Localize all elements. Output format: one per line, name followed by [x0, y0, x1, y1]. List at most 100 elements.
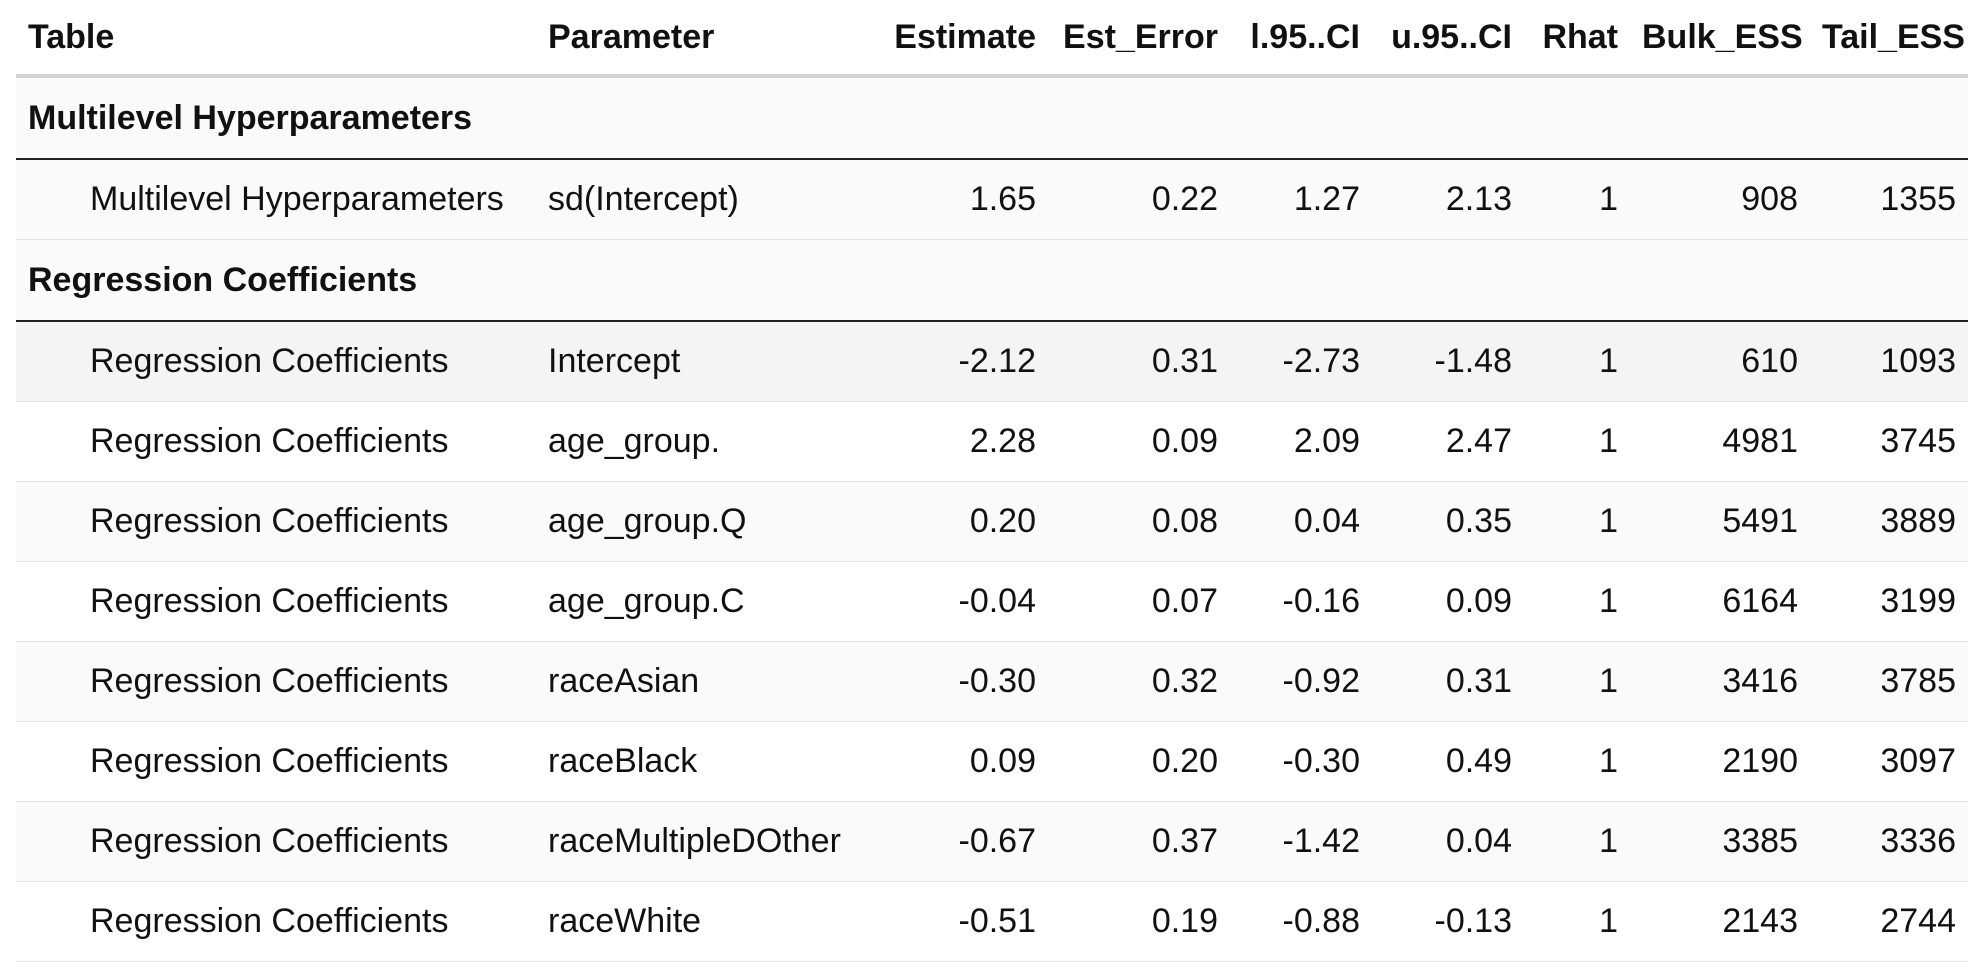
col-header-estimate: Estimate [868, 0, 1048, 78]
cell-est-error: 0.19 [1048, 881, 1230, 962]
cell-estimate: -2.12 [868, 321, 1048, 402]
group-label: Regression Coefficients [16, 239, 1968, 322]
cell-lower-ci: -0.16 [1230, 561, 1372, 642]
cell-upper-ci: 2.47 [1372, 401, 1524, 482]
cell-bulk-ess: 3416 [1630, 641, 1810, 722]
cell-lower-ci: 2.09 [1230, 401, 1372, 482]
cell-estimate: 0.09 [868, 721, 1048, 802]
cell-tail-ess: 2744 [1810, 881, 1968, 962]
cell-tail-ess: 3785 [1810, 641, 1968, 722]
table-row: Regression Coefficients age_group.C -0.04 0… [16, 561, 1968, 642]
cell-upper-ci: -1.48 [1372, 321, 1524, 402]
cell-bulk-ess: 2190 [1630, 721, 1810, 802]
cell-tail-ess: 3199 [1810, 561, 1968, 642]
cell-upper-ci: 2.13 [1372, 159, 1524, 240]
cell-table: Multilevel Hyperparameters [16, 159, 536, 240]
cell-lower-ci: -0.88 [1230, 881, 1372, 962]
col-header-lower-ci: l.95..CI [1230, 0, 1372, 78]
cell-upper-ci: -0.13 [1372, 881, 1524, 962]
cell-bulk-ess: 908 [1630, 159, 1810, 240]
cell-estimate: 2.28 [868, 401, 1048, 482]
cell-est-error: 0.37 [1048, 801, 1230, 882]
cell-estimate: -0.67 [868, 801, 1048, 882]
cell-rhat: 1 [1524, 401, 1630, 482]
col-header-table: Table [16, 0, 536, 78]
results-table-container: Table Parameter Estimate Est_Error l.95.… [16, 0, 1968, 962]
table-body: Multilevel Hyperparameters Multilevel Hyp… [16, 76, 1968, 962]
cell-estimate: -0.30 [868, 641, 1048, 722]
table-row: Regression Coefficients raceMultipleDOthe… [16, 801, 1968, 882]
cell-bulk-ess: 4981 [1630, 401, 1810, 482]
cell-rhat: 1 [1524, 561, 1630, 642]
cell-lower-ci: 0.04 [1230, 481, 1372, 562]
cell-table: Regression Coefficients [16, 481, 536, 562]
cell-est-error: 0.20 [1048, 721, 1230, 802]
cell-parameter: raceMultipleDOther [536, 801, 868, 882]
cell-table: Regression Coefficients [16, 321, 536, 402]
cell-lower-ci: 1.27 [1230, 159, 1372, 240]
cell-parameter: Intercept [536, 321, 868, 402]
cell-tail-ess: 3336 [1810, 801, 1968, 882]
table-row: Regression Coefficients raceAsian -0.30 0.3… [16, 641, 1968, 722]
cell-tail-ess: 1093 [1810, 321, 1968, 402]
cell-rhat: 1 [1524, 641, 1630, 722]
results-table: Table Parameter Estimate Est_Error l.95.… [16, 0, 1968, 962]
cell-lower-ci: -2.73 [1230, 321, 1372, 402]
cell-parameter: raceAsian [536, 641, 868, 722]
cell-parameter: raceBlack [536, 721, 868, 802]
cell-rhat: 1 [1524, 881, 1630, 962]
cell-lower-ci: -0.30 [1230, 721, 1372, 802]
header-row: Table Parameter Estimate Est_Error l.95.… [16, 0, 1968, 78]
cell-bulk-ess: 3385 [1630, 801, 1810, 882]
cell-table: Regression Coefficients [16, 641, 536, 722]
group-header-row: Multilevel Hyperparameters [16, 76, 1968, 160]
cell-table: Regression Coefficients [16, 561, 536, 642]
cell-lower-ci: -1.42 [1230, 801, 1372, 882]
col-header-rhat: Rhat [1524, 0, 1630, 78]
cell-est-error: 0.09 [1048, 401, 1230, 482]
group-label: Multilevel Hyperparameters [16, 76, 1968, 160]
cell-est-error: 0.08 [1048, 481, 1230, 562]
cell-est-error: 0.32 [1048, 641, 1230, 722]
cell-estimate: -0.04 [868, 561, 1048, 642]
cell-rhat: 1 [1524, 321, 1630, 402]
cell-bulk-ess: 5491 [1630, 481, 1810, 562]
table-row: Regression Coefficients raceBlack 0.09 0.20… [16, 721, 1968, 802]
cell-tail-ess: 3889 [1810, 481, 1968, 562]
col-header-bulk-ess: Bulk_ESS [1630, 0, 1810, 78]
cell-bulk-ess: 2143 [1630, 881, 1810, 962]
cell-tail-ess: 3097 [1810, 721, 1968, 802]
cell-bulk-ess: 610 [1630, 321, 1810, 402]
table-row: Regression Coefficients age_group.Q 0.20 0.… [16, 481, 1968, 562]
cell-est-error: 0.07 [1048, 561, 1230, 642]
col-header-tail-ess: Tail_ESS [1810, 0, 1968, 78]
col-header-est-error: Est_Error [1048, 0, 1230, 78]
cell-parameter: age_group.Q [536, 481, 868, 562]
cell-rhat: 1 [1524, 159, 1630, 240]
cell-upper-ci: 0.31 [1372, 641, 1524, 722]
cell-est-error: 0.31 [1048, 321, 1230, 402]
cell-upper-ci: 0.49 [1372, 721, 1524, 802]
cell-estimate: 1.65 [868, 159, 1048, 240]
cell-table: Regression Coefficients [16, 881, 536, 962]
cell-table: Regression Coefficients [16, 801, 536, 882]
table-header: Table Parameter Estimate Est_Error l.95.… [16, 0, 1968, 78]
cell-parameter: age_group.C [536, 561, 868, 642]
cell-table: Regression Coefficients [16, 721, 536, 802]
cell-parameter: sd(Intercept) [536, 159, 868, 240]
cell-lower-ci: -0.92 [1230, 641, 1372, 722]
table-row: Multilevel Hyperparameters sd(Intercept) 1… [16, 159, 1968, 240]
cell-rhat: 1 [1524, 721, 1630, 802]
cell-estimate: -0.51 [868, 881, 1048, 962]
cell-rhat: 1 [1524, 801, 1630, 882]
group-header-row: Regression Coefficients [16, 239, 1968, 322]
table-row: Regression Coefficients raceWhite -0.51 0.1… [16, 881, 1968, 962]
cell-tail-ess: 3745 [1810, 401, 1968, 482]
table-row: Regression Coefficients age_group. 2.28 0.0… [16, 401, 1968, 482]
cell-bulk-ess: 6164 [1630, 561, 1810, 642]
cell-tail-ess: 1355 [1810, 159, 1968, 240]
cell-rhat: 1 [1524, 481, 1630, 562]
cell-parameter: raceWhite [536, 881, 868, 962]
col-header-parameter: Parameter [536, 0, 868, 78]
table-row: Regression Coefficients Intercept -2.12 0.3… [16, 321, 1968, 402]
